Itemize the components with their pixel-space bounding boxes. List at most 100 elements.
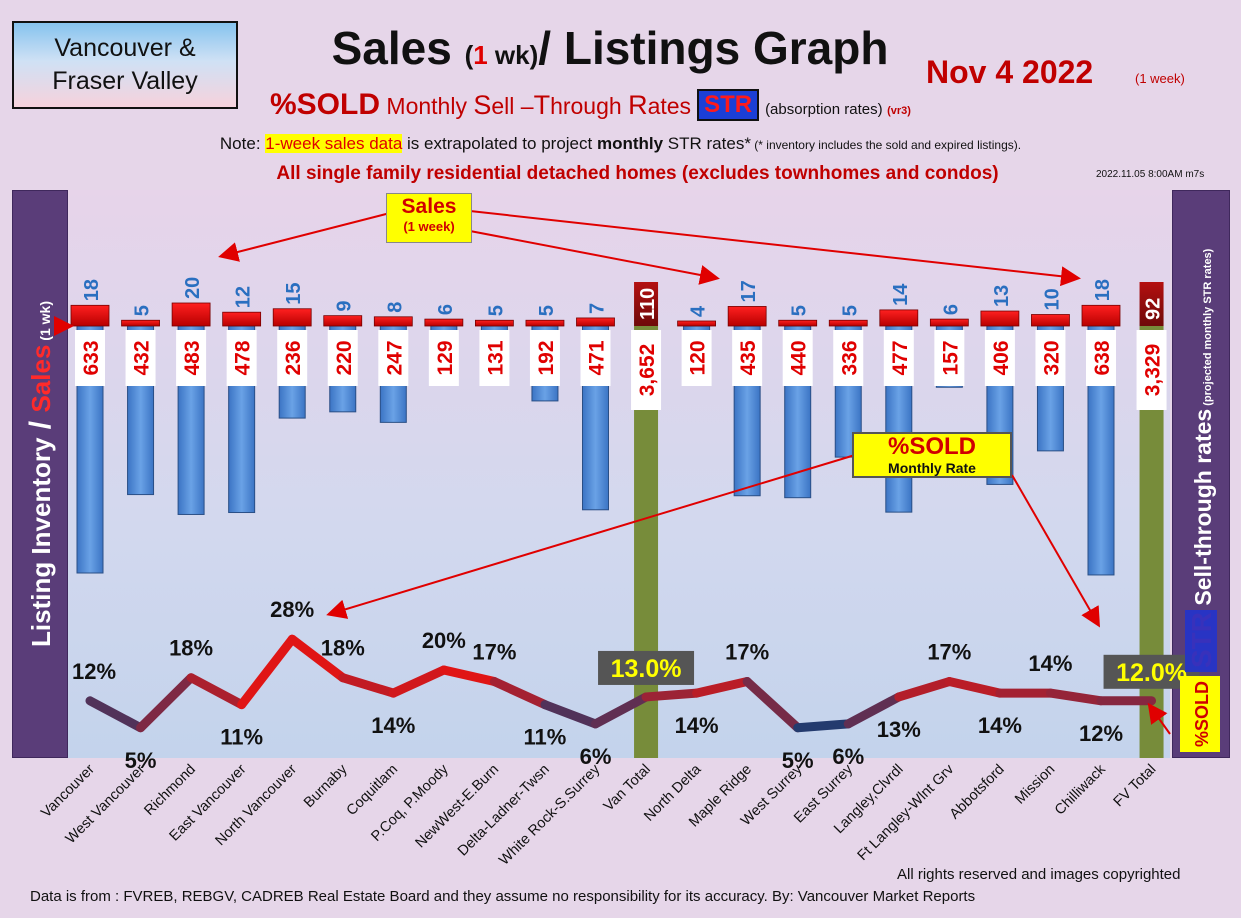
sold-label: 14% bbox=[371, 713, 415, 738]
x-tick-label: Mission bbox=[1012, 762, 1058, 808]
sales-callout: Sales (1 week) bbox=[386, 193, 472, 243]
sales-label: 9 bbox=[334, 301, 356, 312]
sales-label: 5 bbox=[839, 305, 861, 316]
listing-label: 120 bbox=[687, 340, 710, 375]
sold-label: 11% bbox=[524, 725, 567, 750]
sold-line-segment bbox=[894, 677, 954, 702]
sold-arrow bbox=[1011, 474, 1100, 628]
str-total-label: 13.0% bbox=[611, 655, 682, 683]
subtitle-hrough: hrough bbox=[550, 93, 629, 119]
sales-bar bbox=[121, 319, 160, 327]
x-tick-label: White Rock-S.Surrey bbox=[496, 761, 604, 869]
sales-bar bbox=[634, 282, 659, 326]
listing-label-bg bbox=[681, 330, 712, 386]
sales-bar bbox=[1081, 304, 1121, 327]
listing-label-bg bbox=[125, 330, 156, 386]
listing-label-bg bbox=[277, 330, 308, 386]
listing-label-bg bbox=[479, 330, 510, 386]
sales-label: 18 bbox=[1092, 279, 1114, 301]
date-sub: (1 week) bbox=[1135, 71, 1185, 86]
sold-line-segment bbox=[489, 677, 550, 710]
sold-label: 12% bbox=[72, 659, 116, 684]
left-axis-slash: / bbox=[24, 413, 57, 438]
left-axis-inventory: Listing Inventory bbox=[26, 437, 56, 647]
listing-label: 633 bbox=[80, 340, 103, 375]
sales-label: 8 bbox=[384, 302, 406, 313]
sales-bar bbox=[171, 302, 211, 327]
sales-bar bbox=[373, 316, 413, 327]
sold-label: 17% bbox=[472, 640, 516, 665]
sales-label: 14 bbox=[890, 283, 912, 306]
title-wk: wk) bbox=[487, 40, 539, 70]
sales-arrow bbox=[218, 212, 391, 262]
sales-label: 10 bbox=[1041, 288, 1063, 310]
listing-label-bg bbox=[1035, 330, 1066, 386]
x-tick-label: Ft Langley-Wlnt Grv bbox=[855, 761, 958, 864]
sales-label: 110 bbox=[637, 288, 659, 320]
listing-label: 406 bbox=[990, 340, 1013, 375]
listing-label: 131 bbox=[484, 340, 507, 375]
sold-label: 28% bbox=[270, 597, 314, 622]
sales-bar bbox=[1031, 314, 1070, 327]
x-tick-label: Burnaby bbox=[301, 761, 351, 811]
title-paren: ( bbox=[464, 40, 474, 70]
sales-bar bbox=[1139, 282, 1164, 326]
date-label: Nov 4 2022 bbox=[926, 54, 1094, 90]
sold-line-segment bbox=[944, 677, 1005, 698]
str-tag-bg bbox=[1185, 610, 1217, 672]
subtitle-version: (vr3) bbox=[887, 105, 911, 117]
sold-line-segment bbox=[85, 696, 146, 733]
sales-bar bbox=[727, 306, 767, 327]
sold-arrow bbox=[1147, 702, 1171, 735]
sales-bar bbox=[980, 310, 1020, 327]
note: Note: 1-week sales data is extrapolated … bbox=[0, 134, 1241, 154]
timestamp: 2022.11.05 8:00AM m7s bbox=[1096, 169, 1205, 180]
sales-label: 18 bbox=[81, 279, 103, 301]
subtitle-s: S bbox=[473, 90, 492, 120]
sales-label: 5 bbox=[485, 305, 507, 316]
x-tick-label: Van Total bbox=[601, 762, 654, 815]
subtitle-absorption: (absorption rates) bbox=[765, 101, 883, 118]
listing-label-bg bbox=[580, 330, 611, 386]
note-prefix: Note: bbox=[219, 134, 266, 153]
sold-arrow bbox=[326, 454, 856, 619]
listing-label: 432 bbox=[131, 340, 154, 375]
sold-line-segment bbox=[338, 673, 398, 698]
sold-label: 13% bbox=[877, 717, 921, 742]
listing-label: 247 bbox=[383, 340, 406, 375]
sold-tag-bg bbox=[1180, 676, 1220, 752]
sales-bar bbox=[424, 318, 464, 327]
sold-label: 12% bbox=[1079, 721, 1123, 746]
right-sold-tag: %SOLD bbox=[1192, 681, 1212, 747]
listing-label: 477 bbox=[889, 340, 912, 375]
listing-label-bg bbox=[1086, 330, 1116, 386]
subhead: All single family residential detached h… bbox=[0, 163, 1241, 185]
region-label: Vancouver & Fraser Valley bbox=[12, 21, 238, 109]
note-small: (* inventory includes the sold and expir… bbox=[750, 138, 1022, 152]
sales-label: 17 bbox=[738, 280, 760, 302]
listing-label: 157 bbox=[939, 340, 962, 375]
sold-label: 18% bbox=[169, 636, 213, 661]
listing-label-bg bbox=[782, 330, 813, 386]
note-suffix: STR rates* bbox=[663, 134, 751, 153]
listing-label: 638 bbox=[1091, 340, 1114, 375]
sold-line-segment bbox=[388, 665, 449, 698]
sales-bar bbox=[828, 319, 868, 327]
listing-label-bg bbox=[833, 330, 864, 386]
sales-label: 5 bbox=[789, 305, 811, 316]
listing-label-bg bbox=[883, 330, 914, 386]
listing-label-bg bbox=[176, 330, 207, 386]
sales-bar bbox=[525, 319, 565, 327]
sold-label: 17% bbox=[725, 640, 769, 665]
subtitle-ell: ell – bbox=[491, 93, 534, 119]
listing-label: 3,652 bbox=[636, 344, 659, 397]
sold-line-segment bbox=[136, 673, 196, 733]
sales-bar bbox=[272, 308, 312, 327]
sold-label: 6% bbox=[580, 744, 612, 769]
sales-bar bbox=[222, 311, 262, 327]
sales-label: 92 bbox=[1143, 298, 1165, 320]
sales-bar bbox=[70, 304, 110, 327]
sold-line-segment bbox=[540, 700, 600, 729]
listing-label: 192 bbox=[535, 340, 558, 375]
sales-bar bbox=[474, 319, 514, 327]
